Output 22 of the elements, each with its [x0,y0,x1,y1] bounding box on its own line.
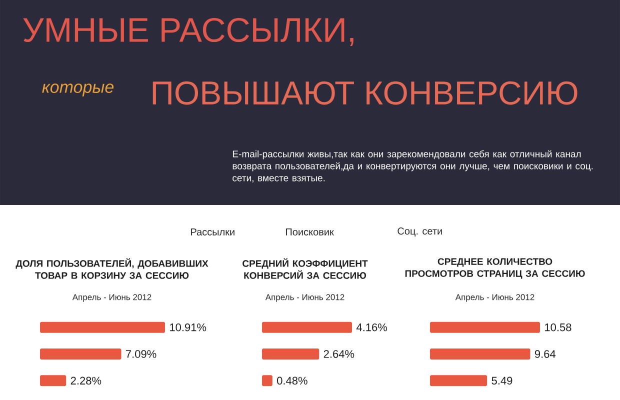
chart-title: СРЕДНЕЕ КОЛИЧЕСТВО ПРОСМОТРОВ СТРАНИЦ ЗА СЕССИЮ [405,258,585,279]
text: Соц. сети [398,228,442,236]
chart-subtitle: Апрель - Июнь 2012 [265,294,344,302]
chart-subtitle: Апрель - Июнь 2012 [455,294,534,302]
data-label: 10.58 [545,323,572,332]
data-label: 4.16% [356,323,387,332]
text: УМНЫЕ РАССЫЛКИ, [23,18,354,46]
data-label: 5.49 [492,376,512,385]
chart-subtitle: Апрель - Июнь 2012 [72,294,152,302]
chart-title: СРЕДНИЙ КОЭФФИЦИЕНТ КОНВЕРСИЙ ЗА СЕССИЮ [242,258,368,279]
text: Поисковик [286,228,334,236]
data-label: 0.48% [277,376,308,385]
text: которые [42,84,114,96]
data-label: 7.09% [126,350,156,358]
data-label: 10.91% [170,323,206,332]
data-label: 2.28% [70,376,102,385]
data-label: 9.64 [534,350,556,358]
text: E-mail-рассылки живы,так как они зарекомендовали себя как отличный канал возврата пользователей,да и конвертируются они лучше, чем поисковики и соц. сети, вместе взятые. [232,150,593,182]
text: ПОВЫШАЮТ КОНВЕРСИЮ [152,81,578,105]
data-label: 2.64% [324,350,354,358]
chart-title: ДОЛЯ ПОЛЬЗОВАТЕЛЕЙ, ДОБАВИВШИХ ТОВАР В КОРЗИНУ ЗА СЕССИЮ [16,258,208,279]
text: Рассылки [191,228,234,236]
